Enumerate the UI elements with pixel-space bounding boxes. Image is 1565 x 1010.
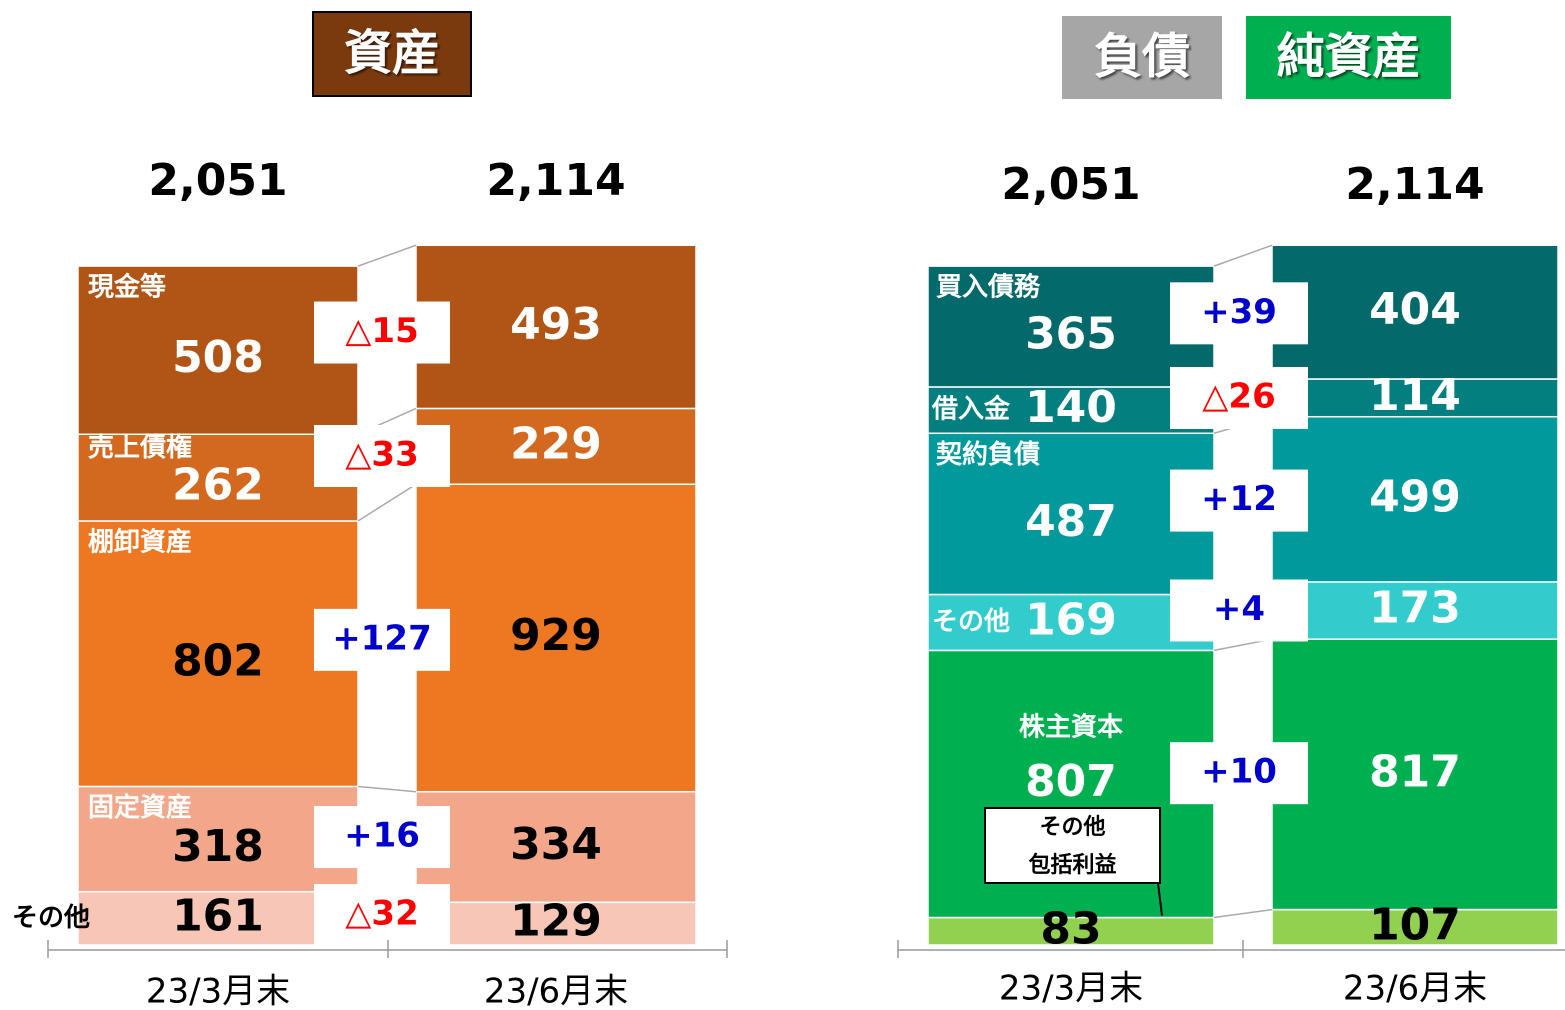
change-box [314, 301, 450, 364]
value-label: 487 [1025, 496, 1117, 547]
title-box [1246, 16, 1451, 99]
bar-segment [927, 432, 1215, 596]
bar-segment [1271, 244, 1559, 380]
title: 資産 [344, 25, 440, 81]
title: 負債 [1094, 29, 1190, 85]
value-label: 161 [172, 890, 264, 941]
value-label: 229 [510, 418, 602, 469]
callout-box [984, 807, 1161, 884]
bar-segment [77, 433, 359, 522]
value-label: 404 [1369, 284, 1461, 335]
callout-pointer [1157, 882, 1163, 916]
category-label: 23/3月末 [146, 972, 290, 1010]
change-label: +39 [1201, 292, 1277, 332]
value-label: 262 [172, 460, 264, 511]
change-label: +4 [1213, 589, 1265, 629]
change-box [1170, 579, 1308, 642]
value-label: 129 [510, 896, 602, 947]
change-box [1170, 282, 1308, 345]
series-name: 契約負債 [935, 439, 1040, 470]
category-label: 23/6月末 [1343, 969, 1487, 1009]
change-label: △15 [345, 311, 418, 351]
value-label: 802 [172, 636, 264, 687]
value-label: 334 [510, 819, 602, 870]
title-box [1062, 16, 1222, 99]
series-name: 包括利益 [1028, 852, 1116, 878]
value-label: 140 [1025, 382, 1117, 433]
connector [1213, 244, 1273, 267]
change-box [314, 608, 450, 671]
bar-segment [927, 593, 1215, 652]
value-label: 807 [1025, 756, 1117, 807]
value-label: 365 [1025, 309, 1117, 360]
change-box [314, 884, 450, 947]
total-label: 2,051 [1001, 159, 1140, 210]
bar-segment [1271, 378, 1559, 418]
connector [1213, 908, 1273, 919]
change-label: △26 [1202, 376, 1275, 416]
series-name: 売上債権 [88, 432, 192, 463]
value-label: 114 [1369, 370, 1461, 421]
value-label: 107 [1369, 899, 1461, 950]
value-label: 493 [510, 299, 602, 350]
bar-segment [77, 265, 359, 436]
category-label: 23/3月末 [999, 969, 1143, 1009]
category-label: 23/6月末 [484, 972, 628, 1010]
total-label: 2,114 [486, 155, 625, 206]
series-name: 現金等 [88, 272, 166, 303]
bar-segment [927, 265, 1215, 388]
value-label: 83 [1040, 903, 1101, 954]
change-label: △32 [345, 894, 418, 934]
series-name: その他 [1039, 815, 1105, 840]
change-label: △33 [345, 434, 418, 474]
value-label: 169 [1025, 594, 1117, 645]
connector [357, 483, 417, 522]
change-label: +10 [1201, 752, 1277, 792]
series-name: 借入金 [931, 394, 1011, 425]
total-label: 2,114 [1345, 159, 1484, 210]
series-name: 買入債務 [936, 273, 1041, 303]
value-label: 929 [510, 610, 602, 661]
connector [357, 785, 417, 793]
change-label: +16 [344, 816, 420, 856]
value-label: 499 [1369, 471, 1461, 522]
bar-segment [1271, 415, 1559, 583]
change-label: +12 [1201, 479, 1277, 519]
bar-segment [415, 901, 697, 946]
title-box [312, 11, 472, 97]
change-box [1170, 469, 1308, 532]
series-name: その他 [12, 903, 90, 933]
change-box [314, 806, 450, 869]
connector [357, 244, 417, 267]
change-box [314, 424, 450, 487]
series-name: 棚卸資産 [88, 526, 192, 557]
series-name: 固定資産 [88, 792, 192, 823]
bar-segment [1271, 638, 1559, 911]
change-box [1170, 742, 1308, 805]
change-box [1170, 366, 1308, 429]
series-name: その他 [932, 607, 1010, 637]
title: 純資産 [1276, 29, 1420, 85]
bar-segment [415, 244, 697, 410]
series-name: 株主資本 [1019, 712, 1123, 742]
value-label: 173 [1369, 583, 1461, 634]
change-label: +127 [332, 618, 431, 658]
bar-segment [77, 890, 359, 946]
value-label: 508 [172, 332, 264, 383]
bar-segment [415, 407, 697, 485]
total-label: 2,051 [148, 155, 287, 206]
bar-segment [927, 916, 1215, 946]
bar-segment [77, 520, 359, 788]
value-label: 817 [1369, 746, 1461, 797]
value-label: 318 [172, 821, 264, 872]
bar-segment [415, 790, 697, 904]
